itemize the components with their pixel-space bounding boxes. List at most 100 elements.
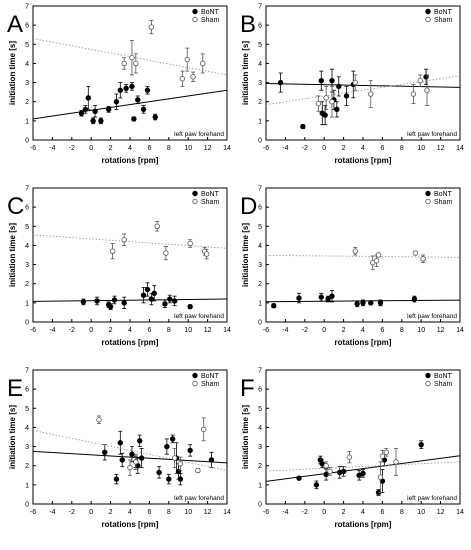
x-tick-label: -6 xyxy=(30,145,36,152)
x-tick-label: 0 xyxy=(89,509,93,516)
series-bont xyxy=(33,282,227,310)
y-tick-label: 0 xyxy=(258,138,262,145)
data-point xyxy=(296,475,302,481)
x-tick-label: 14 xyxy=(223,509,231,516)
x-tick-label: -2 xyxy=(69,145,75,152)
y-tick-label: 1 xyxy=(25,118,29,125)
x-tick-label: 10 xyxy=(417,509,425,516)
legend-marker xyxy=(192,8,198,15)
panel-letter: D xyxy=(240,193,257,220)
data-point xyxy=(352,79,358,86)
data-point xyxy=(169,436,176,442)
legend-marker xyxy=(192,372,198,379)
x-tick-label: 10 xyxy=(184,327,192,334)
data-point xyxy=(323,95,329,101)
data-point xyxy=(129,83,135,90)
x-tick-label: -2 xyxy=(302,145,308,152)
y-tick-label: 2 xyxy=(258,99,262,106)
legend-label: BoNT xyxy=(434,373,453,380)
x-tick-label: 14 xyxy=(223,145,231,152)
legend-label: BoNT xyxy=(201,191,220,198)
data-point xyxy=(323,471,329,478)
y-tick-label: 5 xyxy=(25,42,29,49)
x-tick-label: 4 xyxy=(128,327,132,334)
x-tick-label: 4 xyxy=(361,509,365,516)
data-point xyxy=(138,455,145,461)
data-point xyxy=(354,301,360,307)
x-tick-label: 12 xyxy=(204,327,212,334)
legend-marker xyxy=(425,16,431,23)
data-point xyxy=(201,426,207,433)
data-point xyxy=(162,301,168,307)
data-point xyxy=(144,286,151,293)
data-point xyxy=(187,240,193,247)
data-point xyxy=(343,93,350,99)
x-tick-label: 2 xyxy=(342,509,346,516)
data-point xyxy=(129,451,135,457)
data-point xyxy=(313,482,320,488)
data-point xyxy=(368,91,374,97)
x-tick-label: 14 xyxy=(456,327,464,334)
y-tick-label: 7 xyxy=(258,4,262,11)
trend-line xyxy=(33,450,227,464)
x-axis-label: rotations [rpm] xyxy=(102,156,159,165)
legend-label: Sham xyxy=(201,17,219,24)
y-tick-label: 3 xyxy=(258,80,262,87)
annotation-text: left paw forehand xyxy=(407,131,457,138)
data-point xyxy=(377,300,384,306)
plot-frame xyxy=(265,369,461,505)
legend-label: BoNT xyxy=(201,9,220,16)
data-point xyxy=(133,60,139,67)
x-tick-label: 14 xyxy=(456,509,464,516)
legend-marker xyxy=(425,8,431,15)
data-point xyxy=(411,296,418,302)
x-axis-label: rotations [rpm] xyxy=(335,338,392,347)
legend-marker xyxy=(192,16,198,23)
data-point xyxy=(379,453,386,459)
y-tick-label: 7 xyxy=(25,186,29,193)
x-tick-label: 14 xyxy=(223,327,231,334)
y-tick-label: 5 xyxy=(25,224,29,231)
x-tick-label: -2 xyxy=(69,327,75,334)
x-axis-label: rotations [rpm] xyxy=(102,520,159,529)
series-sham xyxy=(33,221,227,261)
x-tick-label: 8 xyxy=(400,327,404,334)
x-tick-label: 2 xyxy=(109,327,113,334)
panel-letter: B xyxy=(240,11,256,38)
annotation-text: left paw forehand xyxy=(407,495,457,502)
x-tick-label: 6 xyxy=(147,509,151,516)
annotation-text: left paw forehand xyxy=(407,313,457,320)
data-point xyxy=(203,251,210,257)
x-tick-label: -4 xyxy=(282,327,288,334)
x-tick-label: 8 xyxy=(167,509,171,516)
data-point xyxy=(200,60,206,67)
data-point xyxy=(318,77,324,84)
x-tick-label: -6 xyxy=(263,145,269,152)
data-point xyxy=(102,449,108,456)
y-tick-label: 1 xyxy=(25,300,29,307)
y-tick-label: 5 xyxy=(25,406,29,413)
annotation-text: left paw forehand xyxy=(174,131,224,138)
data-point xyxy=(195,467,201,474)
data-point xyxy=(154,223,160,229)
data-point xyxy=(373,258,380,264)
plot-frame xyxy=(265,5,461,141)
data-point xyxy=(336,83,342,90)
data-point xyxy=(424,87,430,93)
y-tick-label: 4 xyxy=(258,61,262,68)
y-tick-label: 6 xyxy=(25,387,29,394)
data-point xyxy=(383,449,389,456)
series-bont xyxy=(33,430,227,486)
data-point xyxy=(360,300,366,306)
data-point xyxy=(323,463,329,469)
x-tick-label: 4 xyxy=(361,327,365,334)
data-point xyxy=(187,303,193,310)
y-tick-label: 4 xyxy=(25,243,29,250)
data-point xyxy=(136,438,143,444)
y-tick-label: 0 xyxy=(258,502,262,509)
x-axis-label: rotations [rpm] xyxy=(335,156,392,165)
